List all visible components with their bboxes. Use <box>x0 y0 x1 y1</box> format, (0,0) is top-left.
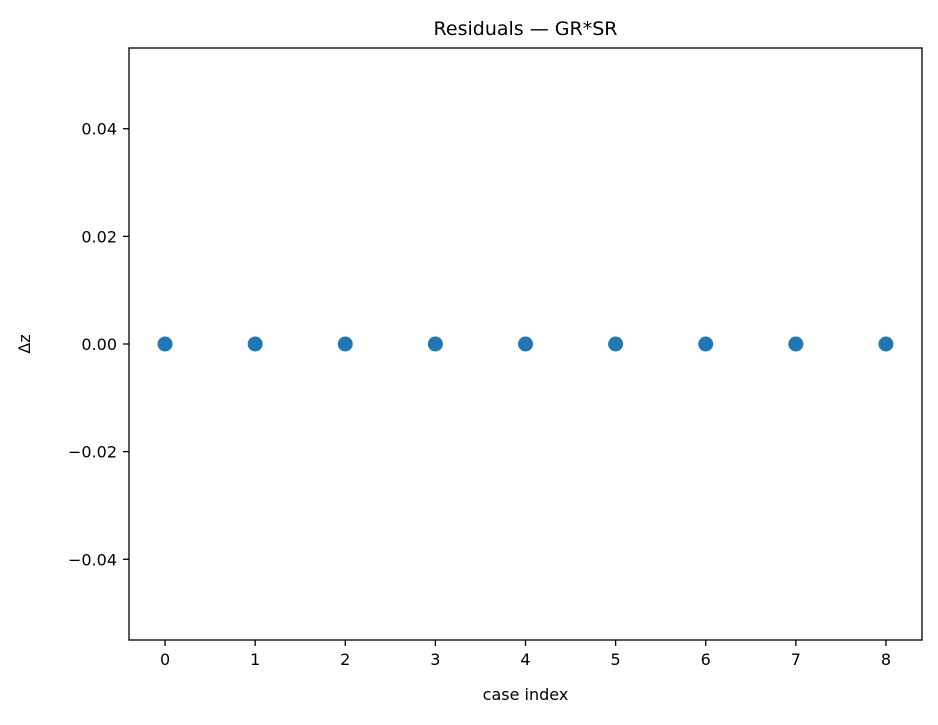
data-point <box>337 336 353 352</box>
x-tick-label: 3 <box>430 650 440 669</box>
y-tick-label: 0.04 <box>81 120 117 139</box>
x-tick-label: 1 <box>250 650 260 669</box>
data-point <box>518 336 533 352</box>
data-point <box>698 336 714 352</box>
y-tick-label: 0.00 <box>81 335 117 354</box>
data-point <box>788 336 804 352</box>
plot-frame <box>128 47 923 641</box>
x-tick-label: 5 <box>611 650 621 669</box>
x-tick-label: 7 <box>791 650 801 669</box>
x-tick-label: 8 <box>881 650 891 669</box>
x-tick-label: 0 <box>160 650 170 669</box>
data-point <box>878 336 894 352</box>
x-axis-ticks: 0 1 2 3 4 5 6 7 8 <box>160 640 891 669</box>
x-tick-label: 6 <box>701 650 711 669</box>
x-tick-label: 2 <box>340 650 350 669</box>
points-layer <box>157 336 894 352</box>
data-point <box>247 336 263 352</box>
x-tick-label: 4 <box>520 650 530 669</box>
chart-title: Residuals — GR*SR <box>434 18 618 40</box>
y-tick-label: −0.02 <box>68 443 117 462</box>
data-point <box>157 336 173 352</box>
x-axis-label: case index <box>483 685 569 704</box>
data-point <box>608 336 624 352</box>
data-point <box>427 336 443 352</box>
y-tick-label: 0.02 <box>81 227 117 246</box>
y-axis-label: Δz <box>15 334 34 353</box>
y-tick-label: −0.04 <box>68 550 117 569</box>
y-axis-ticks: −0.04 −0.02 0.00 0.02 0.04 <box>68 120 129 569</box>
